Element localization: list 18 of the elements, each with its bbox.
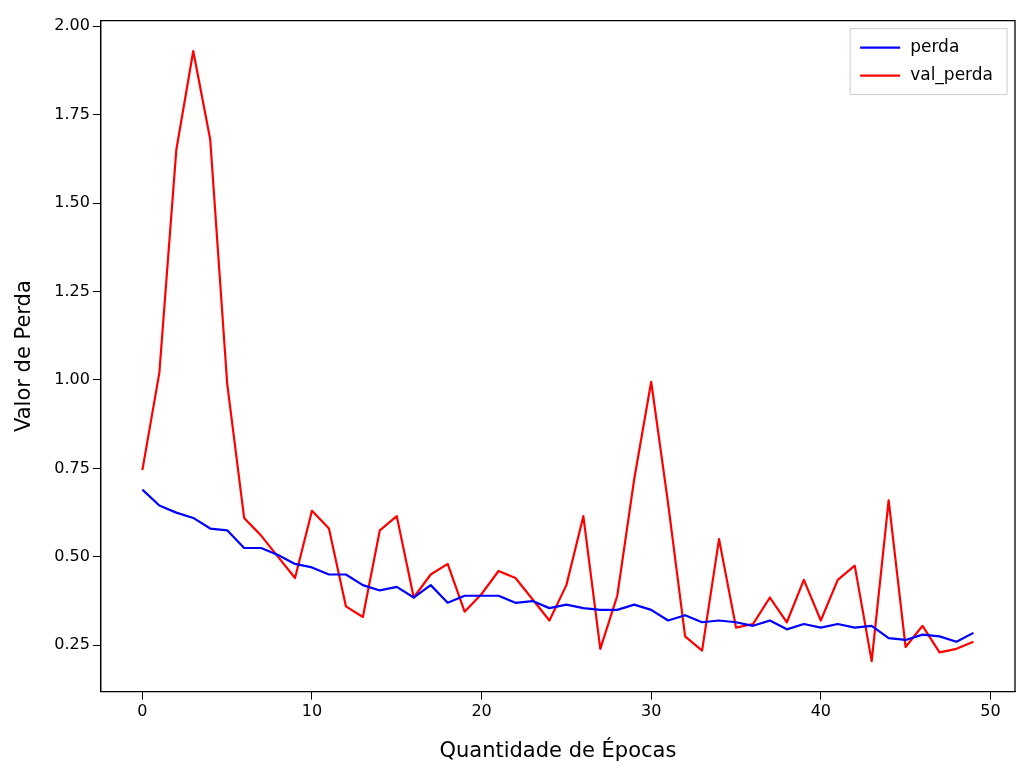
y-tick-label: 1.50 [54,192,90,212]
y-tick-label: 1.00 [54,369,90,389]
y-tick-label: 1.75 [54,103,90,123]
y-tick-label: 0.50 [54,545,90,565]
x-tick-label: 20 [471,701,492,721]
x-tick-label: 30 [641,701,662,721]
legend-label: val_perda [910,64,994,86]
x-axis-title: Quantidade de Épocas [439,736,677,762]
x-tick-label: 40 [810,701,831,721]
x-tick-label: 10 [301,701,323,721]
y-tick-label: 2.00 [54,15,90,35]
x-tick-label: 0 [137,701,148,721]
y-tick-label: 0.25 [54,634,90,654]
x-tick-label: 50 [980,701,1001,721]
y-tick-label: 1.25 [54,280,90,300]
y-tick-label: 0.75 [54,457,90,477]
legend-label: perda [910,36,960,57]
y-axis-title: Valor de Perda [11,280,36,433]
